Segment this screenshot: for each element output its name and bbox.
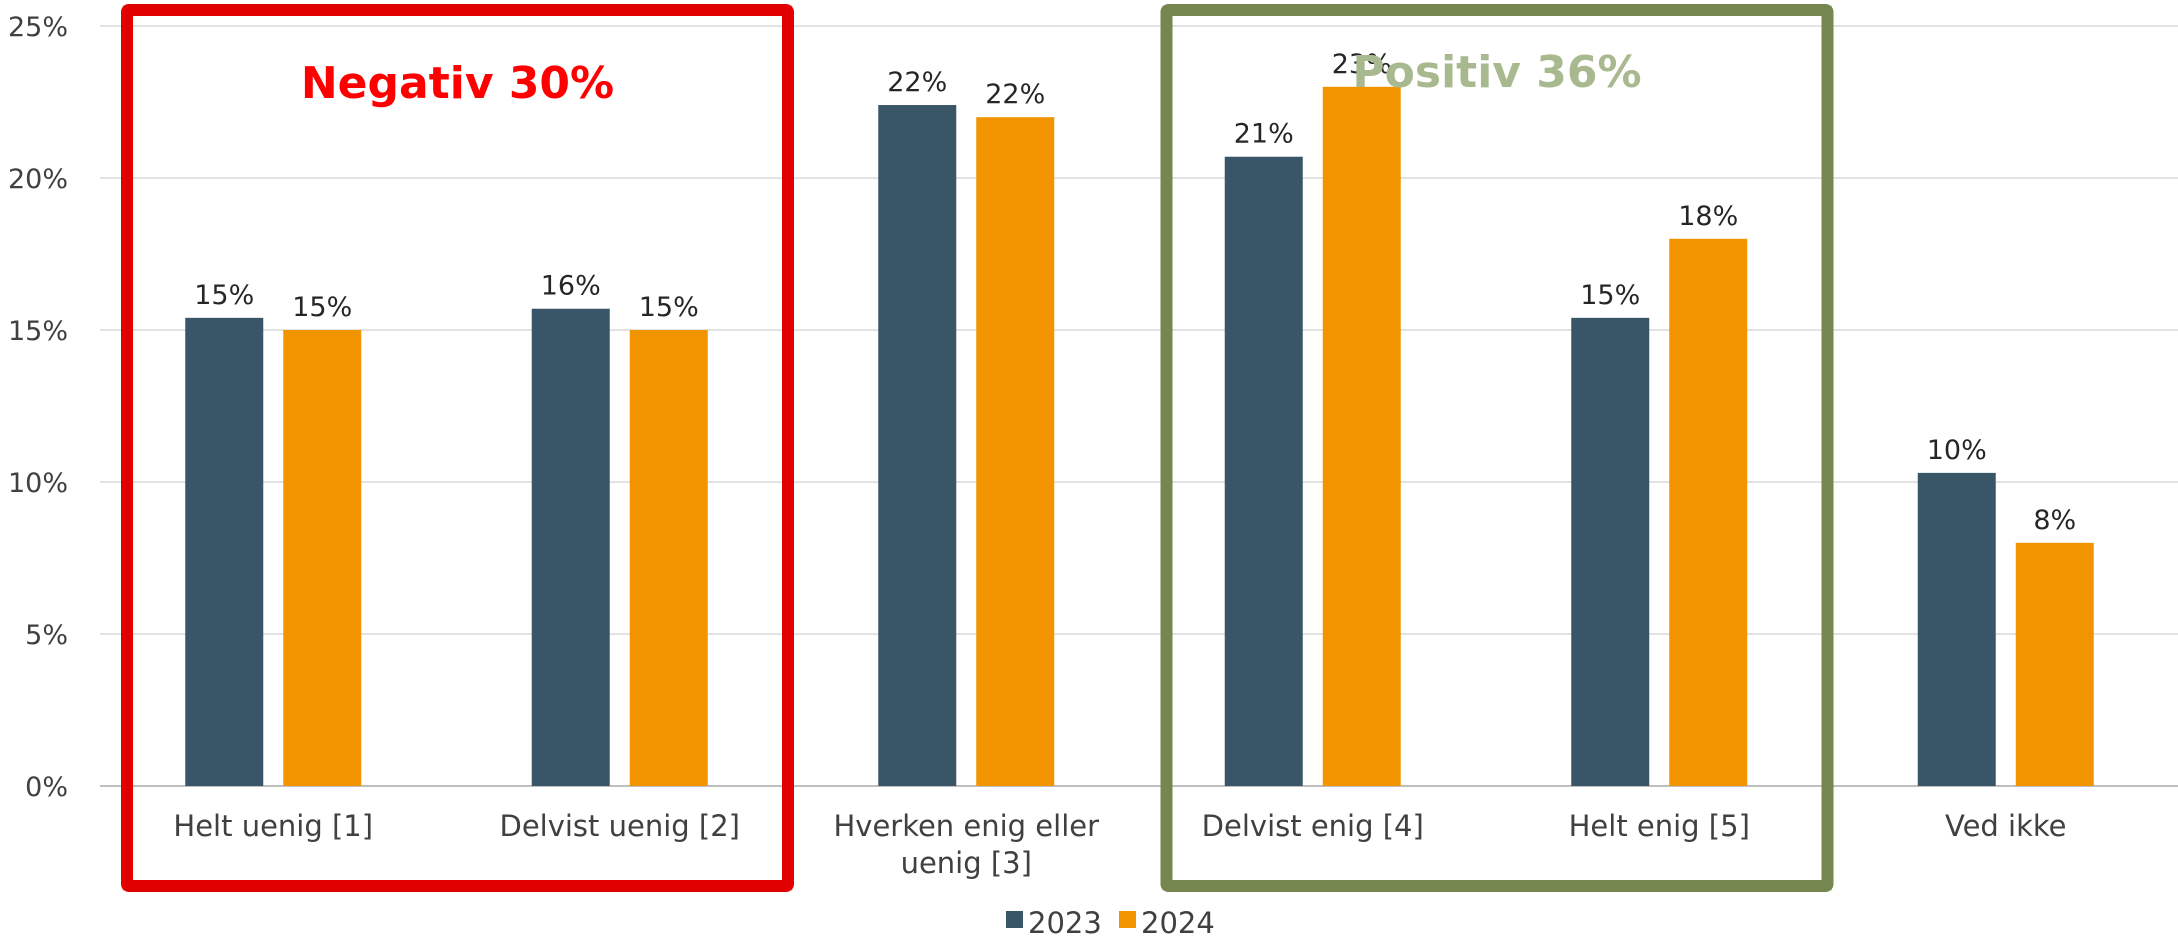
x-category-label: Ved ikke [1945,809,2067,843]
bar-2024-0 [283,330,362,786]
bar-2024-3 [1322,86,1401,787]
legend-swatch-2024 [1119,911,1136,928]
data-label: 16% [541,271,601,302]
data-labels: 15% 15% 16% 15% 22% 22% 21% 23% 15% 18% 10% 8% [194,49,2076,536]
annotation-box-1 [1160,4,1834,892]
data-label: 15% [292,292,352,323]
annotation-title: Negativ 30% [301,58,614,109]
y-tick-label: 20% [8,164,68,195]
annotation-title: Positiv 36% [1352,47,1641,98]
legend-swatch-2023 [1006,911,1023,928]
x-axis-categories: Helt uenig [1] Delvist uenig [2] Hverken e… [173,809,2066,880]
y-axis-ticks: 0% 5% 10% 15% 20% 25% [8,12,68,803]
y-tick-label: 15% [8,316,68,347]
bar-2024-5 [2015,542,2094,786]
data-label: 15% [1580,280,1640,311]
x-category-label: Hverken enig eller [833,809,1099,843]
data-label: 15% [639,292,699,323]
bar-2023-5 [1917,472,1996,786]
annotation-box-0 [121,4,794,892]
legend-label: 2023 [1028,906,1102,937]
bar-2023-4 [1571,317,1650,786]
annotation-box-shadow [1162,5,1832,891]
bar-2024-2 [976,117,1055,786]
gridlines [100,25,2178,787]
x-category-label: Delvist enig [4] [1202,809,1424,843]
legend-label: 2024 [1141,906,1215,937]
bar-2023-1 [531,308,610,786]
data-label: 23% [1332,49,1392,80]
annotation-boxes: Negativ 30% Positiv 36% [121,4,1834,892]
bar-2024-1 [629,330,708,786]
data-label: 22% [985,79,1045,110]
y-tick-label: 0% [25,772,68,803]
legend: 2023 2024 [1006,906,1215,937]
x-category-label: uenig [3] [901,846,1032,880]
x-category-label: Helt uenig [1] [173,809,373,843]
x-category-label: Helt enig [5] [1569,809,1750,843]
y-tick-label: 10% [8,468,68,499]
bars [185,86,2094,787]
bar-2024-4 [1669,238,1748,787]
bar-2023-2 [878,105,957,787]
data-label: 18% [1678,201,1738,232]
y-tick-label: 25% [8,12,68,43]
x-category-label: Delvist uenig [2] [499,809,740,843]
y-tick-label: 5% [25,620,68,651]
data-label: 8% [2033,505,2076,536]
data-label: 21% [1234,119,1294,150]
annotation-box-shadow [122,5,793,891]
bar-2023-0 [185,317,264,786]
bar-2023-3 [1224,156,1303,787]
data-label: 15% [194,280,254,311]
data-label: 22% [887,67,947,98]
data-label: 10% [1927,435,1987,466]
